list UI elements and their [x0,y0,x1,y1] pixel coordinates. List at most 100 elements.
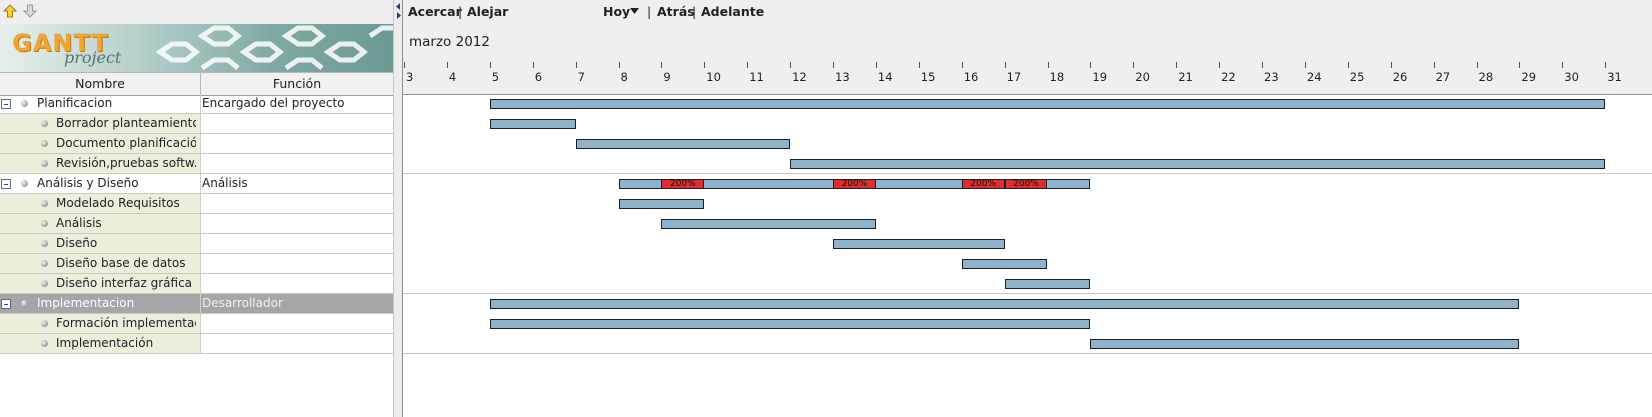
day-tick [1090,62,1092,68]
group-separator [403,173,1652,174]
task-role-cell[interactable]: Encargado del proyecto [202,96,345,110]
day-label: 14 [877,70,893,84]
day-tick [489,62,491,68]
task-role-cell[interactable] [201,334,393,353]
task-name-cell[interactable]: Documento planificación [0,134,201,153]
subtask-row[interactable]: Diseño [0,234,393,254]
today-dropdown-icon[interactable] [630,8,639,14]
day-label: 18 [1049,70,1065,84]
collapse-arrows-icon[interactable] [395,2,402,20]
subtask-row[interactable]: Modelado Requisitos [0,194,393,214]
task-role-cell[interactable] [201,194,393,213]
day-tick [446,62,448,68]
task-bar[interactable] [489,319,1091,329]
task-name-cell[interactable]: Borrador planteamiento [0,114,201,133]
subtask-row[interactable]: Análisis [0,214,393,234]
task-role-cell[interactable] [201,134,393,153]
task-role-cell[interactable] [201,314,393,333]
day-tick [1047,62,1049,68]
task-bullet-icon [41,160,48,167]
task-name-cell[interactable]: Revisión,pruebas softw... [0,154,201,173]
collapse-toggle-icon[interactable] [1,99,11,109]
day-label: 30 [1564,70,1579,84]
task-name-cell[interactable]: Implementación [0,334,201,353]
subtask-row[interactable]: Documento planificación [0,134,393,154]
today-button[interactable]: Hoy [603,4,631,19]
task-name-cell[interactable]: Análisis [0,214,201,233]
day-label: 25 [1349,70,1365,84]
task-name-cell[interactable]: Modelado Requisitos [0,194,201,213]
day-tick [961,62,963,68]
column-header-name[interactable]: Nombre [0,73,201,95]
task-name-cell[interactable]: Diseño [0,234,201,253]
task-bullet-icon [21,300,28,307]
task-name-cell[interactable]: Diseño base de datos [0,254,201,273]
task-name-cell[interactable]: Planificacion [0,94,201,113]
move-down-button[interactable] [22,3,38,19]
collapse-toggle-icon[interactable] [1,179,11,189]
day-label: 8 [620,70,628,84]
task-name-cell[interactable]: Formación implementac... [0,314,201,333]
day-tick [747,62,749,68]
task-bar[interactable] [661,219,876,229]
subtask-row[interactable]: Implementación [0,334,393,354]
day-label: 21 [1178,70,1193,84]
task-bar[interactable] [489,119,576,129]
task-bullet-icon [21,180,28,187]
day-tick [1476,62,1478,68]
day-label: 29 [1521,70,1537,84]
subtask-row[interactable]: Formación implementac... [0,314,393,334]
move-up-button[interactable] [2,3,18,19]
task-role-cell[interactable] [201,274,393,293]
subtask-row[interactable]: Diseño interfaz gráfica [0,274,393,294]
task-name-cell[interactable]: Implementacion [0,294,201,313]
subtask-row[interactable]: Borrador planteamiento [0,114,393,134]
toolbar-separator: | [458,4,463,19]
day-scale-header: 3 4 5 6 7 8 9 10 11 12 13 14 15 16 17 18 19 20 21 22 23 24 25 2… [403,62,1652,95]
task-role-cell[interactable] [201,214,393,233]
task-role-cell[interactable]: Desarrollador [202,296,283,310]
day-label: 15 [920,70,936,84]
task-name: Planificacion [37,96,113,110]
day-label: 17 [1006,70,1022,84]
day-tick [532,62,534,68]
task-bar[interactable] [790,159,1606,169]
task-bar[interactable] [575,139,791,149]
panel-splitter[interactable] [393,0,403,417]
back-button[interactable]: Atrás [657,4,695,19]
task-group-row[interactable]: Análisis y Diseño Análisis [0,174,393,194]
ganttproject-logo-banner: GANTT project [0,24,393,72]
task-name-cell[interactable]: Análisis y Diseño [0,174,201,193]
task-role-cell[interactable] [201,234,393,253]
task-role-cell[interactable]: Análisis [202,176,248,190]
chart-toolbar: Acercar | Alejar Hoy | Atrás | Adelante [403,0,1652,24]
task-role-cell[interactable] [201,254,393,273]
day-label: 11 [749,70,764,84]
task-group-row[interactable]: Planificacion Encargado del proyecto [0,94,393,114]
task-bar[interactable] [961,259,1048,269]
task-group-row[interactable]: Implementacion Desarrollador [0,294,393,314]
task-name-cell[interactable]: Diseño interfaz gráfica [0,274,201,293]
task-bar[interactable] [1004,279,1091,289]
task-bar[interactable] [1090,339,1520,349]
task-role-cell[interactable] [201,154,393,173]
collapse-toggle-icon[interactable] [1,299,11,309]
subtask-row[interactable]: Diseño base de datos [0,254,393,274]
day-tick [704,62,706,68]
day-tick [618,62,620,68]
task-bar[interactable] [489,99,1606,109]
task-bar[interactable] [489,299,1520,309]
day-tick [1390,62,1392,68]
task-role-cell[interactable] [201,114,393,133]
day-tick [1133,62,1135,68]
task-name: Diseño interfaz gráfica [56,276,193,290]
task-bar[interactable] [618,199,705,209]
forward-button[interactable]: Adelante [701,4,765,19]
overload-label: 200% [841,179,868,189]
task-bar[interactable] [833,239,1005,249]
zoom-in-button[interactable]: Acercar [408,4,462,19]
subtask-row[interactable]: Revisión,pruebas softw... [0,154,393,174]
column-header-role[interactable]: Función [272,76,322,91]
zoom-out-button[interactable]: Alejar [467,4,509,19]
day-label: 5 [491,70,500,84]
